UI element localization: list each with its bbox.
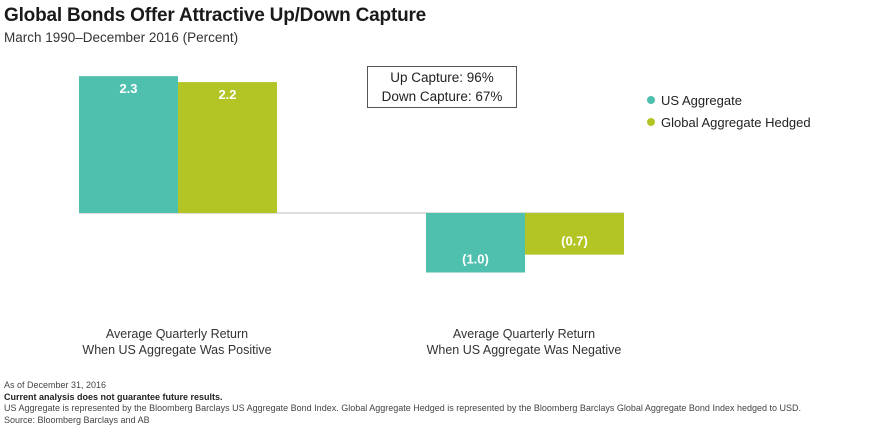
bar-value-label: 2.3 <box>119 81 137 96</box>
chart-subtitle: March 1990–December 2016 (Percent) <box>4 30 239 45</box>
legend: US Aggregate Global Aggregate Hedged <box>647 89 811 133</box>
legend-label: Global Aggregate Hedged <box>661 114 811 130</box>
category-label-negative: Average Quarterly Return When US Aggrega… <box>404 326 644 358</box>
category-label-line: Average Quarterly Return <box>105 327 249 341</box>
bar-global-aggregate-hedged-1 <box>525 213 624 255</box>
bar-value-label: (0.7) <box>561 234 588 249</box>
legend-item-global-aggregate-hedged: Global Aggregate Hedged <box>647 111 811 133</box>
footnote-description: US Aggregate is represented by the Bloom… <box>4 403 801 413</box>
footnote-source: Source: Bloomberg Barclays and AB <box>4 414 150 425</box>
bar-global-aggregate-hedged-0 <box>178 82 277 213</box>
footnote-disclaimer: Current analysis does not guarantee futu… <box>4 391 223 402</box>
category-label-line: When US Aggregate Was Negative <box>426 343 622 357</box>
category-label-line: Average Quarterly Return <box>452 327 596 341</box>
bar-us-aggregate-1 <box>426 213 525 273</box>
bar-us-aggregate-0 <box>79 76 178 214</box>
bar-value-label: (1.0) <box>462 252 489 267</box>
footnotes: As of December 31, 2016 Current analysis… <box>4 380 801 426</box>
legend-swatch-us-aggregate <box>647 96 655 104</box>
capture-box: Up Capture: 96% Down Capture: 67% <box>367 66 517 108</box>
legend-label: US Aggregate <box>661 92 742 108</box>
footnote-date: As of December 31, 2016 <box>4 380 107 390</box>
category-label-positive: Average Quarterly Return When US Aggrega… <box>57 326 297 358</box>
down-capture-text: Down Capture: 67% <box>381 89 503 104</box>
category-label-line: When US Aggregate Was Positive <box>82 343 272 357</box>
legend-item-us-aggregate: US Aggregate <box>647 89 811 111</box>
chart-title: Global Bonds Offer Attractive Up/Down Ca… <box>4 5 427 26</box>
bar-value-label: 2.2 <box>218 87 236 102</box>
legend-swatch-global-aggregate-hedged <box>647 118 655 126</box>
up-capture-text: Up Capture: 96% <box>390 70 494 85</box>
